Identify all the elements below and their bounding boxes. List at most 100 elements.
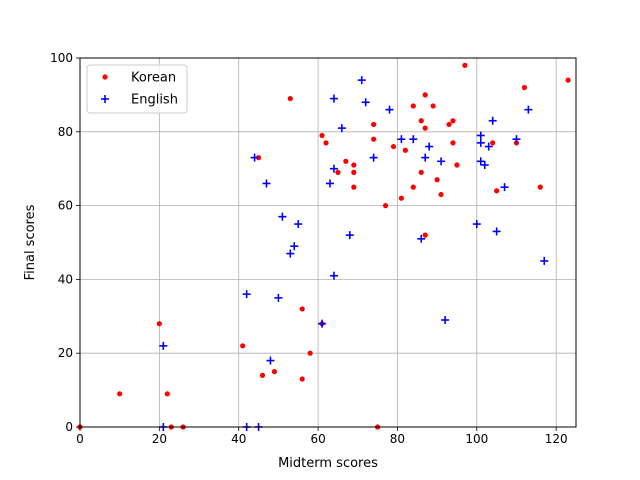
data-point — [345, 231, 354, 240]
legend-label: Korean — [131, 71, 176, 86]
x-tick-label: 80 — [390, 432, 405, 446]
data-point — [438, 191, 444, 198]
data-point — [409, 135, 418, 144]
data-point — [418, 118, 424, 124]
data-point — [250, 153, 259, 162]
data-point — [262, 179, 271, 188]
data-point — [488, 116, 497, 125]
data-point — [371, 136, 377, 142]
data-point — [540, 256, 549, 265]
data-point — [418, 169, 424, 175]
data-point — [410, 103, 416, 109]
data-point — [323, 140, 329, 146]
data-point — [450, 118, 456, 124]
data-point — [476, 131, 485, 140]
data-point — [274, 293, 283, 302]
data-point — [371, 121, 377, 128]
data-point — [286, 249, 295, 258]
data-point — [484, 142, 493, 151]
legend-marker — [102, 74, 108, 80]
data-point — [382, 203, 389, 209]
data-point — [454, 162, 460, 168]
x-tick-label: 120 — [545, 432, 568, 446]
x-axis-label: Midterm scores — [278, 456, 378, 471]
x-tick-label: 60 — [310, 432, 325, 446]
data-point — [512, 135, 521, 144]
data-point — [462, 62, 468, 68]
data-point — [266, 356, 275, 365]
data-point — [422, 232, 428, 238]
series-english — [159, 76, 549, 431]
data-point — [524, 105, 533, 114]
axis-ticks: 0 20 40 60 80 100 120 0 20 40 60 80 100 — [50, 51, 568, 446]
data-point — [335, 169, 341, 175]
y-tick-label: 80 — [58, 125, 73, 139]
data-point — [422, 125, 428, 131]
axes-frame — [79, 57, 577, 428]
y-tick-label: 40 — [58, 272, 73, 286]
data-point — [476, 157, 485, 166]
y-axis-label: Final scores — [23, 204, 38, 280]
data-point — [329, 271, 338, 280]
data-point — [472, 220, 481, 229]
data-point — [369, 153, 378, 162]
data-point — [351, 162, 357, 168]
data-point — [422, 92, 428, 98]
data-point — [397, 135, 406, 144]
data-point — [325, 179, 334, 188]
data-point — [351, 184, 357, 190]
legend-label: English — [131, 93, 178, 108]
data-point — [299, 306, 305, 312]
data-point — [437, 157, 446, 166]
data-point — [390, 143, 397, 150]
data-point — [398, 195, 405, 201]
data-point — [430, 103, 436, 109]
data-point — [159, 341, 168, 350]
data-point — [500, 183, 509, 192]
data-point — [242, 290, 251, 299]
data-point — [259, 372, 266, 378]
data-point — [117, 391, 123, 397]
legend: Korean English — [86, 64, 188, 114]
data-point — [319, 132, 325, 139]
data-point — [410, 184, 416, 190]
data-point — [492, 227, 501, 236]
data-point — [329, 164, 338, 173]
data-point — [294, 220, 303, 229]
data-point — [450, 140, 456, 146]
data-point — [480, 161, 489, 170]
data-point — [385, 105, 394, 114]
data-point — [351, 169, 357, 175]
legend-box — [86, 64, 188, 114]
data-point — [434, 177, 440, 183]
data-point — [271, 369, 278, 375]
data-point — [537, 184, 543, 190]
data-point — [425, 142, 434, 151]
data-point — [490, 140, 496, 146]
data-point — [417, 234, 426, 243]
data-point — [402, 147, 408, 153]
x-tick-label: 20 — [152, 432, 167, 446]
data-point — [318, 319, 327, 328]
data-point — [421, 153, 430, 162]
data-point — [299, 376, 305, 382]
data-point — [446, 121, 452, 128]
data-point — [361, 98, 370, 107]
data-point — [565, 77, 571, 83]
data-point — [156, 321, 162, 327]
data-point — [521, 84, 528, 91]
data-point — [240, 343, 246, 349]
data-point — [441, 315, 450, 324]
data-point — [290, 242, 299, 251]
data-point — [307, 350, 313, 356]
data-point — [164, 391, 170, 397]
x-tick-label: 0 — [76, 432, 84, 446]
data-point — [357, 76, 366, 85]
legend-marker — [101, 95, 109, 103]
data-point — [337, 124, 346, 133]
data-point — [494, 188, 500, 194]
y-tick-label: 60 — [58, 199, 73, 213]
y-tick-label: 20 — [58, 346, 73, 360]
data-point — [329, 94, 338, 103]
